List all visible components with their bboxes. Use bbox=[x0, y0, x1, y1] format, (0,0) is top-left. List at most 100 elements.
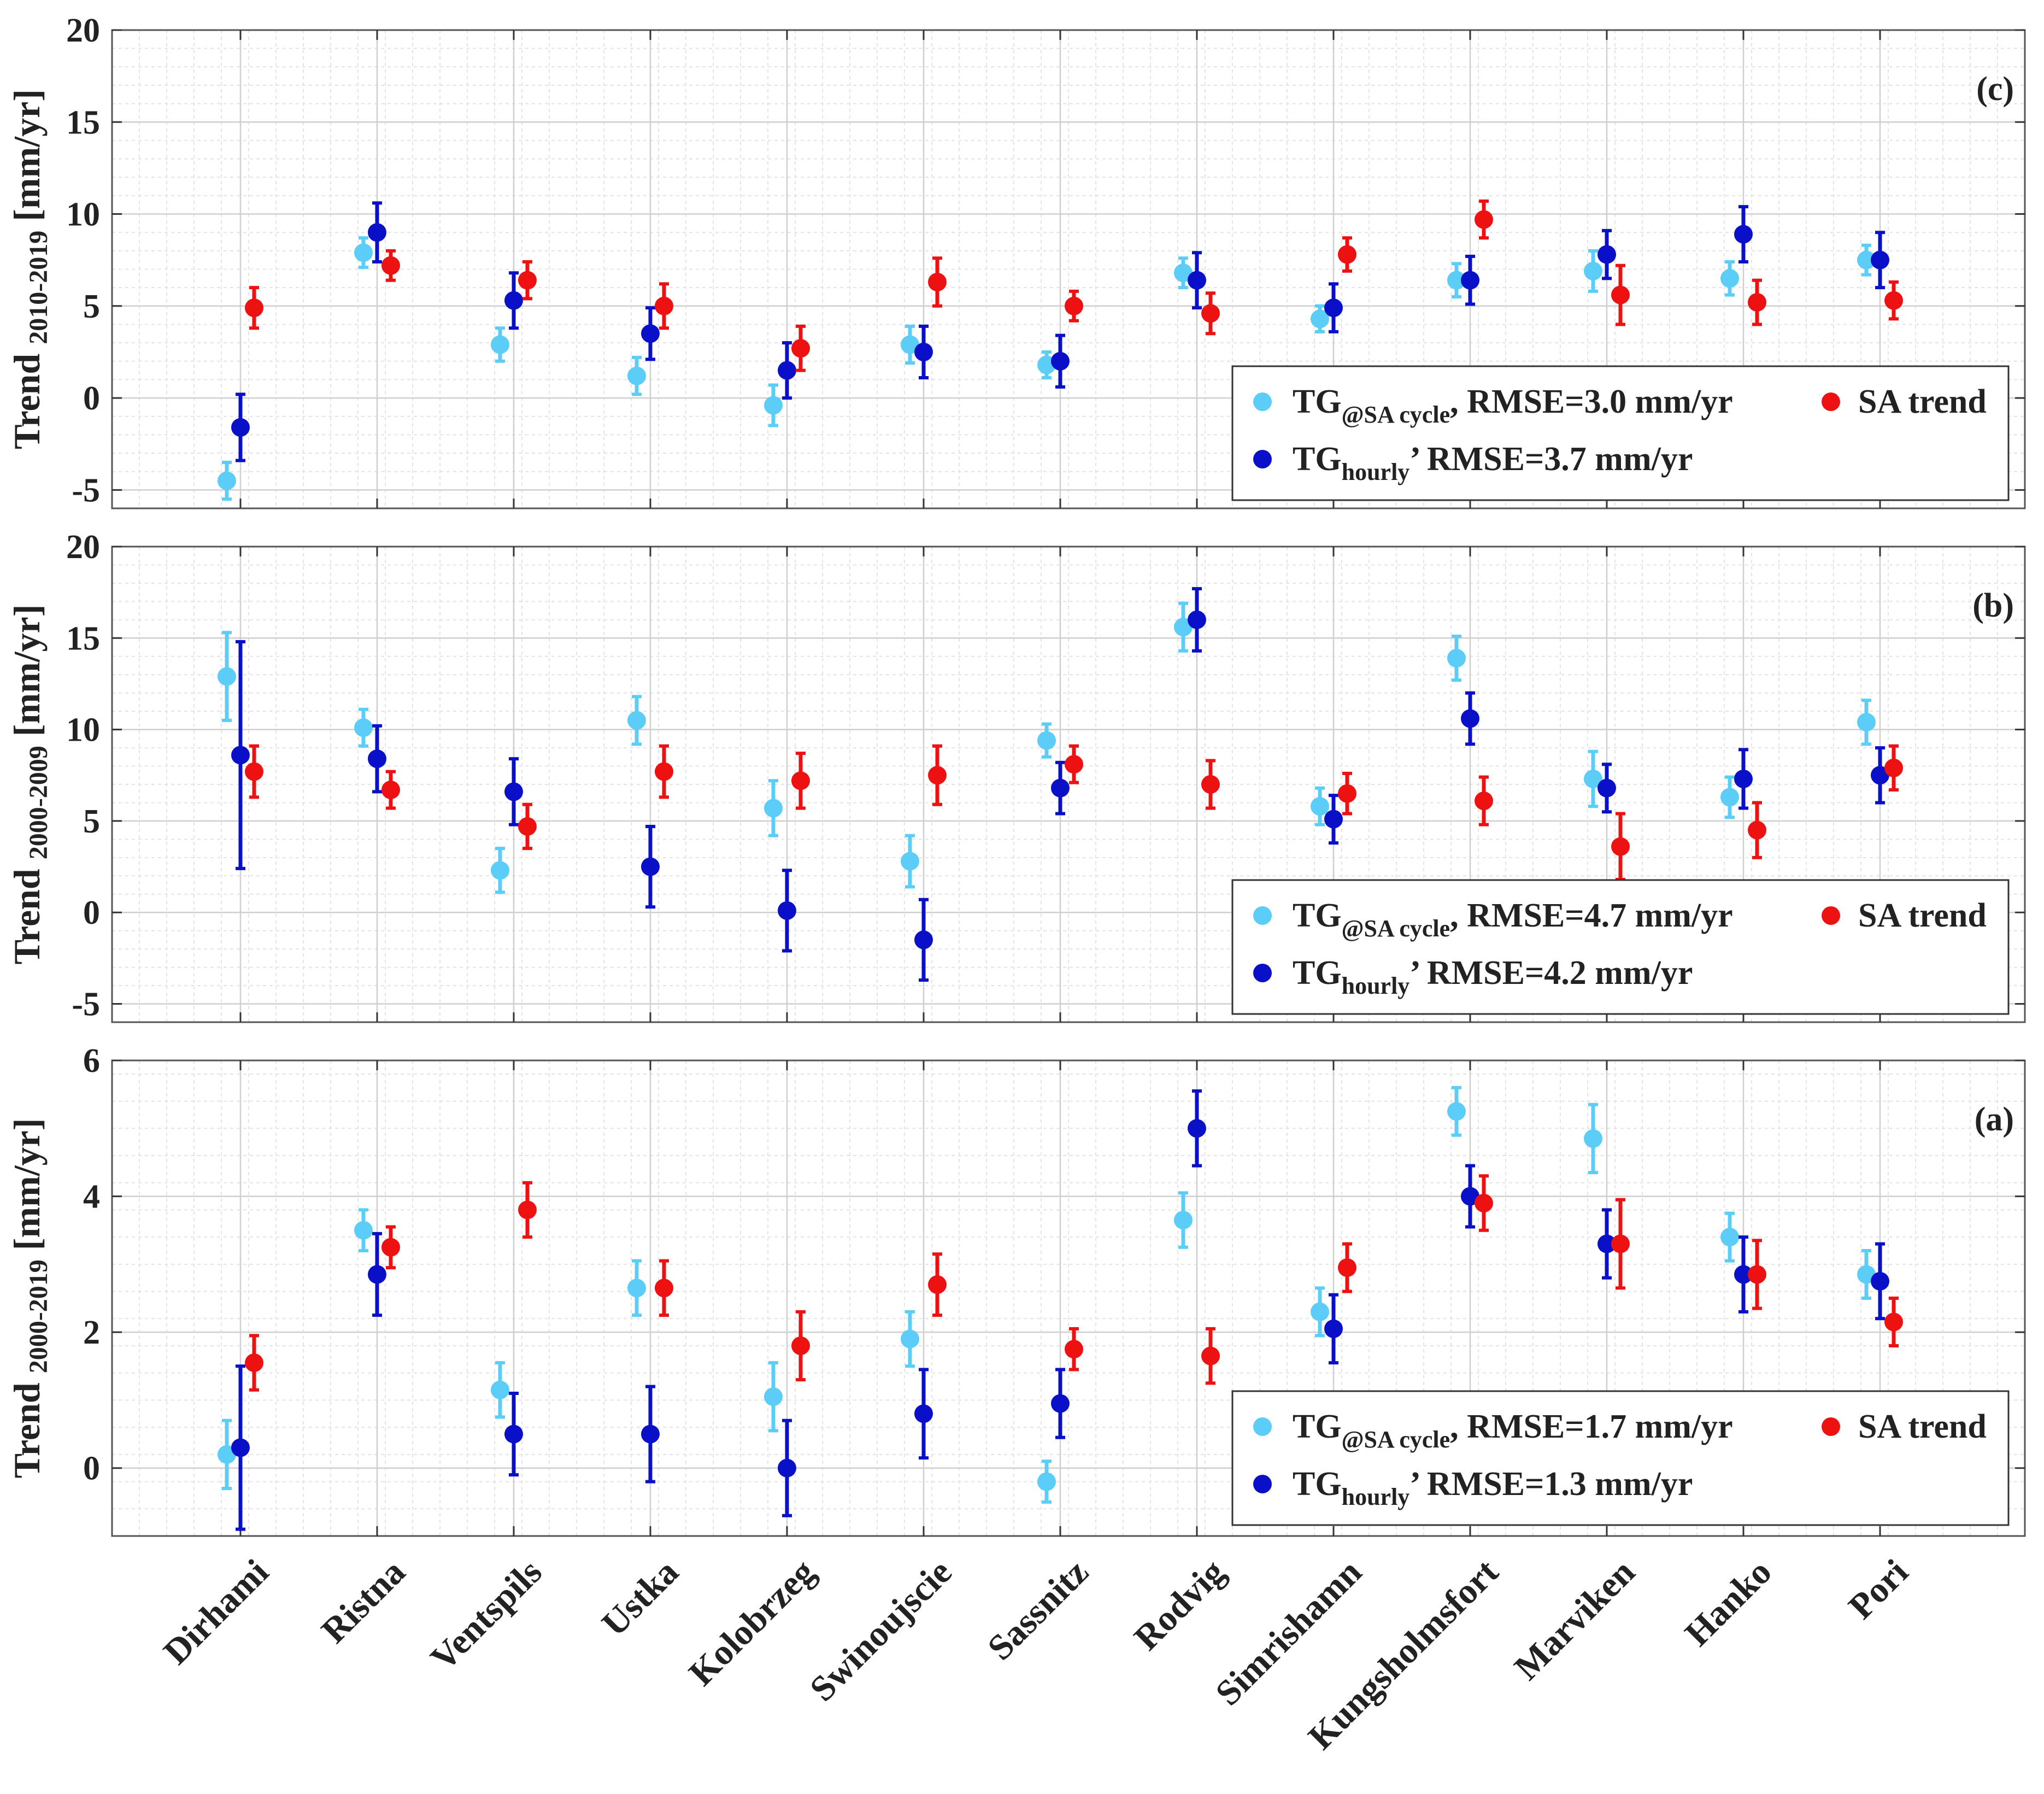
marker-tg_hourly bbox=[1734, 769, 1753, 788]
legend-label-tg-hourly: TGhourly’ RMSE=4.2 mm/yr bbox=[1293, 954, 1693, 999]
category-label: Ristna bbox=[314, 1552, 413, 1651]
y-tick-label: 5 bbox=[83, 803, 100, 840]
marker-sa_trend bbox=[1065, 1340, 1083, 1359]
category-label: Sassnitz bbox=[980, 1552, 1096, 1668]
marker-sa_trend bbox=[1201, 775, 1220, 794]
marker-tg_hourly bbox=[1324, 1319, 1343, 1338]
marker-tg_hourly bbox=[368, 1265, 386, 1284]
marker-tg_sa bbox=[491, 1380, 509, 1399]
plot-frame bbox=[111, 546, 2026, 1023]
marker-sa_trend bbox=[518, 817, 537, 836]
marker-sa_trend bbox=[1201, 1346, 1220, 1365]
legend-marker-tg-hourly bbox=[1253, 964, 1272, 982]
marker-sa_trend bbox=[1748, 293, 1766, 312]
marker-tg_hourly bbox=[778, 1458, 796, 1478]
marker-tg_sa bbox=[1311, 1302, 1329, 1321]
category-label: Marviken bbox=[1507, 1552, 1643, 1688]
legend-marker-tg-hourly bbox=[1253, 450, 1272, 468]
panel-tag: (c) bbox=[1976, 71, 2014, 108]
legend-tg-hourly-sub: hourly bbox=[1342, 459, 1410, 485]
legend-marker-sa-trend bbox=[1822, 906, 1840, 925]
panel-b: -5 0 5 10 15 20 Trend 2000-2009 [mm/yr] (b) TG@S… bbox=[6, 529, 2026, 1023]
marker-tg_sa bbox=[1720, 1228, 1739, 1247]
marker-tg_hourly bbox=[231, 746, 250, 765]
marker-tg_hourly bbox=[1188, 271, 1206, 290]
marker-tg_sa bbox=[491, 861, 509, 880]
legend-label-sa-trend: SA trend bbox=[1858, 897, 1987, 934]
marker-sa_trend bbox=[245, 762, 263, 781]
marker-tg_hourly bbox=[1051, 778, 1070, 798]
marker-sa_trend bbox=[1884, 1312, 1903, 1332]
y-tick-label: 15 bbox=[66, 104, 100, 141]
marker-sa_trend bbox=[1201, 304, 1220, 323]
legend-tg-hourly-main: TG bbox=[1293, 441, 1342, 478]
y-tick-label: 0 bbox=[83, 1450, 100, 1487]
y-tick-label: 2 bbox=[83, 1314, 100, 1351]
y-axis-label-main: Trend bbox=[6, 344, 48, 449]
marker-tg_sa bbox=[627, 711, 646, 730]
marker-tg_hourly bbox=[641, 1424, 660, 1444]
y-tick-label: 20 bbox=[66, 12, 100, 49]
marker-tg_sa bbox=[1174, 1211, 1193, 1230]
marker-sa_trend bbox=[928, 273, 947, 292]
legend-box bbox=[1231, 365, 2010, 501]
marker-tg_hourly bbox=[1188, 610, 1206, 629]
marker-tg_hourly bbox=[1461, 709, 1479, 728]
marker-sa_trend bbox=[1065, 296, 1083, 315]
marker-tg_hourly bbox=[368, 749, 386, 769]
marker-tg_hourly bbox=[1188, 1119, 1206, 1138]
marker-sa_trend bbox=[928, 766, 947, 785]
legend-tg-sa-main: TG bbox=[1293, 897, 1342, 934]
legend-tg-sa-sub: @SA cycle bbox=[1342, 1426, 1450, 1453]
legend-marker-sa-trend bbox=[1822, 1417, 1840, 1436]
panel-tag: (a) bbox=[1975, 1101, 2014, 1138]
marker-tg_sa bbox=[764, 799, 783, 818]
marker-sa_trend bbox=[1884, 758, 1903, 777]
marker-sa_trend bbox=[1338, 245, 1356, 264]
marker-tg_sa bbox=[1720, 269, 1739, 288]
marker-tg_hourly bbox=[504, 291, 523, 310]
marker-sa_trend bbox=[655, 296, 673, 315]
legend-tg-sa-rmse: , RMSE=3.0 mm/yr bbox=[1450, 383, 1733, 420]
marker-sa_trend bbox=[1748, 820, 1766, 840]
marker-sa_trend bbox=[791, 1336, 810, 1355]
marker-tg_hourly bbox=[1871, 1271, 1889, 1291]
marker-tg_hourly bbox=[1051, 1394, 1070, 1413]
legend-tg-sa-main: TG bbox=[1293, 1408, 1342, 1445]
legend-label-tg-sa: TG@SA cycle, RMSE=1.7 mm/yr bbox=[1293, 1408, 1733, 1453]
panel-a: 0 2 4 6 Trend 2000-2019 [mm/yr] (a) TG@SA cycl… bbox=[6, 1042, 2026, 1537]
legend-label-tg-sa: TG@SA cycle, RMSE=3.0 mm/yr bbox=[1293, 383, 1733, 428]
marker-tg_sa bbox=[1174, 263, 1193, 283]
y-axis-label-unit: [mm/yr] bbox=[6, 1118, 48, 1260]
category-label: Dirhami bbox=[156, 1552, 276, 1672]
marker-tg_hourly bbox=[1734, 225, 1753, 244]
category-label: Hanko bbox=[1677, 1552, 1779, 1654]
marker-sa_trend bbox=[655, 762, 673, 781]
marker-tg_sa bbox=[1447, 649, 1466, 668]
marker-tg_sa bbox=[491, 335, 509, 354]
marker-sa_trend bbox=[1475, 210, 1493, 229]
marker-tg_hourly bbox=[1597, 245, 1616, 264]
marker-tg_hourly bbox=[1324, 810, 1343, 829]
legend-marker-tg-sa bbox=[1253, 906, 1272, 925]
marker-tg_hourly bbox=[504, 782, 523, 801]
marker-tg_hourly bbox=[778, 901, 796, 920]
category-label: Swinoujscie bbox=[802, 1552, 960, 1709]
category-label: Pori bbox=[1841, 1552, 1916, 1627]
marker-tg_hourly bbox=[1597, 778, 1616, 798]
y-axis-label: Trend 2000-2019 [mm/yr] bbox=[6, 1118, 53, 1479]
legend-tg-hourly-main: TG bbox=[1293, 1465, 1342, 1503]
marker-tg_sa bbox=[764, 396, 783, 415]
marker-tg_hourly bbox=[1597, 1234, 1616, 1253]
marker-tg_sa bbox=[1037, 1472, 1056, 1491]
marker-tg_hourly bbox=[1871, 250, 1889, 269]
legend-tg-hourly-sub: hourly bbox=[1342, 1484, 1410, 1510]
legend-label-sa-trend: SA trend bbox=[1858, 1408, 1987, 1445]
marker-sa_trend bbox=[1475, 1194, 1493, 1212]
legend-box bbox=[1231, 879, 2010, 1015]
marker-tg_sa bbox=[1857, 250, 1876, 269]
category-label: Ventspils bbox=[423, 1552, 549, 1678]
